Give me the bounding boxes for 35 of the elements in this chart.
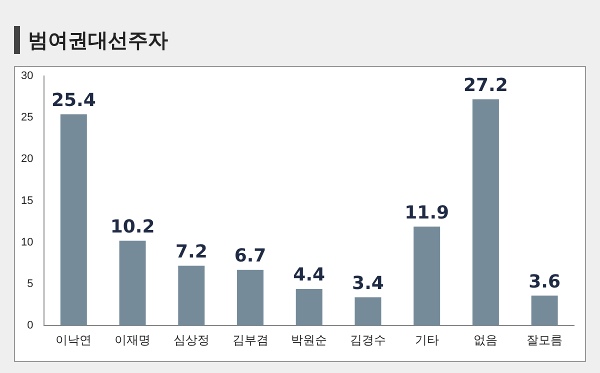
y-tick-label: 0 <box>27 320 34 332</box>
bar <box>60 114 87 326</box>
x-tick-label: 김부겸 <box>232 333 268 348</box>
x-tick-label: 이낙연 <box>56 333 92 348</box>
bar <box>296 288 322 326</box>
data-label: 3.4 <box>352 272 384 294</box>
x-tick-label: 기타 <box>414 333 439 348</box>
bar <box>414 226 440 326</box>
data-label: 3.6 <box>528 271 561 292</box>
x-tick-label: 김경수 <box>350 333 386 348</box>
x-tick-label: 심상정 <box>173 333 210 348</box>
data-label: 6.7 <box>234 246 266 267</box>
x-tick-label: 박원순 <box>291 333 328 348</box>
data-label: 7.2 <box>175 241 208 262</box>
data-label: 27.2 <box>463 74 508 96</box>
y-tick-label: 10 <box>20 236 34 248</box>
bar <box>119 240 146 326</box>
bar <box>237 270 264 326</box>
x-tick-label: 없음 <box>474 333 498 348</box>
data-label: 11.9 <box>404 202 450 224</box>
data-label: 10.2 <box>110 216 155 238</box>
bar <box>178 266 205 326</box>
y-tick-label: 30 <box>20 70 34 82</box>
y-tick-label: 5 <box>27 278 34 290</box>
bar <box>472 99 499 326</box>
data-label: 25.4 <box>51 90 96 111</box>
y-tick-label: 15 <box>20 194 34 207</box>
bar <box>354 297 382 326</box>
bar <box>531 296 558 326</box>
chart-title: 범여권대선주자 <box>28 27 168 54</box>
y-tick-label: 20 <box>20 153 34 166</box>
x-tick-label: 잘모름 <box>526 333 563 348</box>
y-tick-label: 25 <box>20 112 34 124</box>
x-tick-label: 이재명 <box>114 333 151 348</box>
data-label: 4.4 <box>293 264 326 286</box>
